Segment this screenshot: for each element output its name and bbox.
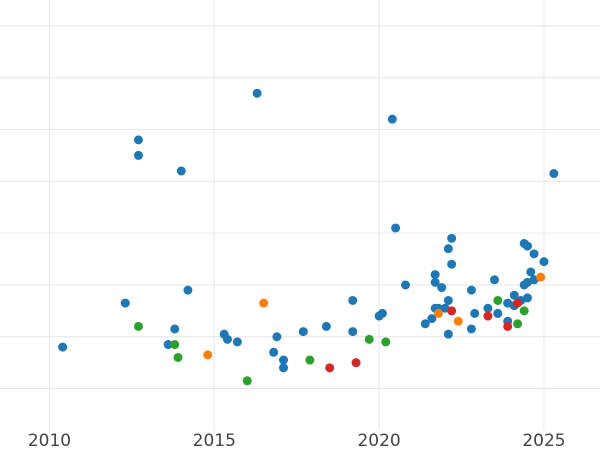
data-point: [493, 295, 503, 305]
data-point: [519, 306, 529, 316]
data-point: [513, 319, 523, 329]
data-point: [269, 347, 279, 357]
data-point: [203, 350, 213, 360]
data-point: [279, 355, 289, 365]
data-point: [170, 340, 180, 350]
data-point: [232, 337, 242, 347]
grid-lines: [0, 0, 600, 430]
data-point: [427, 314, 437, 324]
data-point: [430, 270, 440, 280]
data-point: [170, 324, 180, 334]
data-point: [133, 135, 143, 145]
data-point: [387, 114, 397, 124]
data-point: [490, 275, 500, 285]
x-tick-label: 2025: [522, 431, 565, 450]
data-point: [176, 166, 186, 176]
data-point: [133, 321, 143, 331]
data-point: [466, 285, 476, 295]
data-point: [364, 334, 374, 344]
data-point: [377, 308, 387, 318]
data-point: [522, 293, 532, 303]
data-point: [447, 306, 457, 316]
data-point: [453, 316, 463, 326]
data-point: [391, 223, 401, 233]
data-point: [549, 169, 559, 179]
data-point: [430, 277, 440, 287]
data-point: [120, 298, 130, 308]
data-point: [522, 241, 532, 251]
data-point: [272, 332, 282, 342]
data-point: [305, 355, 315, 365]
data-point: [163, 340, 173, 350]
data-point: [483, 311, 493, 321]
data-point: [381, 337, 391, 347]
data-point: [503, 321, 513, 331]
data-point: [529, 249, 539, 259]
x-tick-label: 2015: [193, 431, 236, 450]
x-tick-label: 2010: [28, 431, 71, 450]
data-point: [509, 290, 519, 300]
x-tick-label: 2020: [357, 431, 400, 450]
data-point: [351, 358, 361, 368]
data-point: [437, 283, 447, 293]
data-point: [133, 150, 143, 160]
data-point: [483, 303, 493, 313]
data-points: [58, 88, 559, 386]
data-point: [447, 233, 457, 243]
data-point: [348, 295, 358, 305]
data-point: [420, 319, 430, 329]
data-point: [348, 327, 358, 337]
data-point: [321, 321, 331, 331]
data-point: [466, 324, 476, 334]
data-point: [443, 244, 453, 254]
data-point: [58, 342, 68, 352]
data-point: [513, 298, 523, 308]
data-point: [470, 308, 480, 318]
data-point: [298, 327, 308, 337]
data-point: [400, 280, 410, 290]
data-point: [526, 267, 536, 277]
x-axis-tick-labels: 2010 2015 2020 2025: [28, 431, 566, 450]
data-point: [173, 352, 183, 362]
data-point: [222, 334, 232, 344]
data-point: [259, 298, 269, 308]
data-point: [183, 285, 193, 295]
data-point: [279, 363, 289, 373]
data-point: [443, 295, 453, 305]
data-point: [443, 329, 453, 339]
data-point: [242, 376, 252, 386]
data-point: [433, 308, 443, 318]
data-point: [539, 257, 549, 267]
data-point: [493, 308, 503, 318]
data-point: [252, 88, 262, 98]
data-point: [447, 259, 457, 269]
data-point: [325, 363, 335, 373]
data-point: [536, 272, 546, 282]
